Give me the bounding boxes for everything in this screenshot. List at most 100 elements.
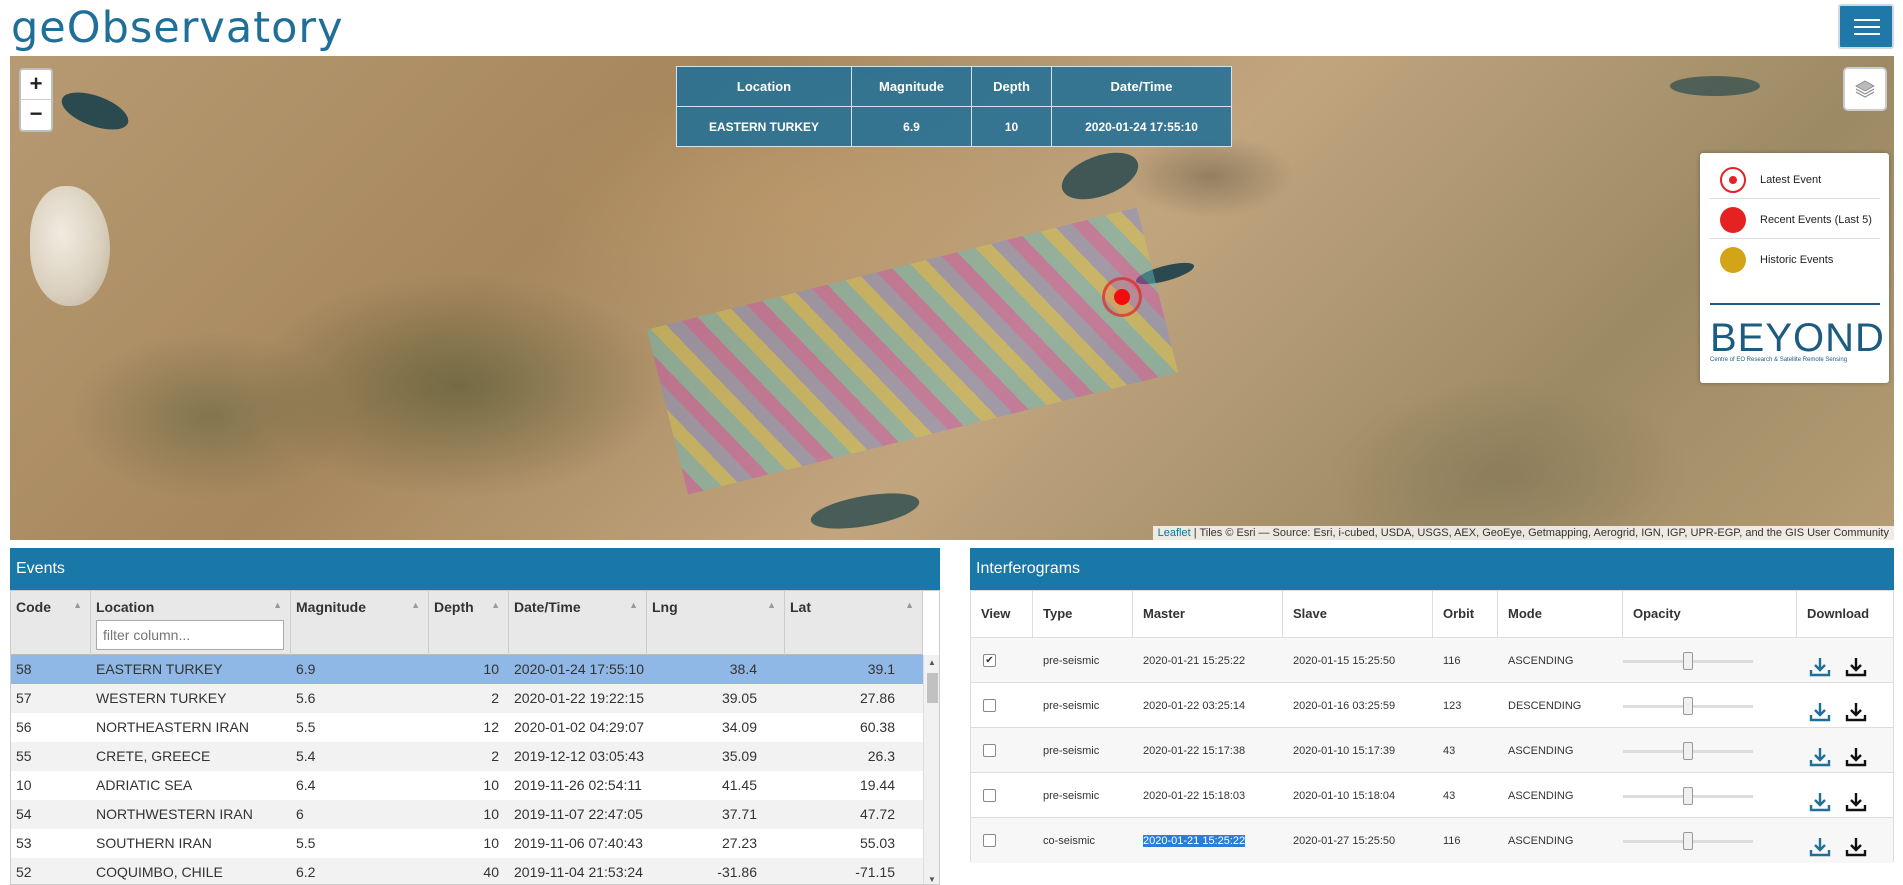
latest-event-marker[interactable]: [1102, 277, 1142, 317]
cell-master: 2020-01-22 15:17:38: [1143, 745, 1246, 757]
table-row[interactable]: 55 CRETE, GREECE 5.4 2 2019-12-12 03:05:43 35…: [11, 742, 923, 771]
cell-datetime: 2019-12-12 03:05:43: [514, 748, 644, 764]
legend-label: Recent Events (Last 5): [1760, 214, 1872, 226]
cell-depth: 2: [491, 690, 499, 706]
cell-master: 2020-01-21 15:25:22: [1143, 655, 1246, 667]
legend-item-historic: Historic Events: [1710, 241, 1880, 279]
col-lat[interactable]: Lat ▲: [785, 591, 923, 655]
events-scrollbar[interactable]: ▲ ▼: [923, 655, 939, 884]
scroll-thumb[interactable]: [927, 673, 938, 703]
cell-slave: 2020-01-16 03:25:59: [1293, 700, 1396, 712]
opacity-slider[interactable]: [1623, 697, 1753, 715]
col-datetime[interactable]: Date/Time ▲: [509, 591, 647, 655]
download-icon[interactable]: [1809, 741, 1831, 767]
view-checkbox[interactable]: [983, 789, 996, 802]
table-row[interactable]: 52 COQUIMBO, CHILE 6.2 40 2019-11-04 21:53:2…: [11, 858, 923, 884]
cell-depth: 10: [483, 806, 499, 822]
table-row[interactable]: 58 EASTERN TURKEY 6.9 10 2020-01-24 17:55:10…: [11, 655, 923, 684]
col-orbit: Orbit: [1433, 591, 1498, 637]
table-row: pre-seismic 2020-01-22 15:17:38 2020-01-10…: [971, 727, 1893, 773]
slider-knob[interactable]: [1683, 697, 1693, 715]
table-row[interactable]: 56 NORTHEASTERN IRAN 5.5 12 2020-01-02 04:29…: [11, 713, 923, 742]
cell-orbit: 123: [1443, 700, 1462, 712]
download-icon[interactable]: [1809, 696, 1831, 722]
slider-knob[interactable]: [1683, 832, 1693, 850]
table-row: co-seismic 2020-01-21 15:25:22 2020-01-27 …: [971, 817, 1893, 863]
table-row[interactable]: 54 NORTHWESTERN IRAN 6 10 2019-11-07 22:47:0…: [11, 800, 923, 829]
cell-location: CRETE, GREECE: [96, 748, 211, 764]
hamburger-icon: [1854, 19, 1880, 21]
download-icon[interactable]: [1845, 831, 1867, 857]
legend-item-recent: Recent Events (Last 5): [1710, 201, 1880, 239]
depth-header: Depth: [971, 66, 1052, 107]
slider-knob[interactable]: [1683, 742, 1693, 760]
location-header: Location: [676, 66, 852, 107]
cell-lat: 60.38: [859, 719, 895, 735]
cell-location: NORTHEASTERN IRAN: [96, 719, 249, 735]
download-icon[interactable]: [1809, 831, 1831, 857]
view-checkbox[interactable]: [983, 834, 996, 847]
sort-icon: ▲: [767, 600, 776, 610]
cell-master: 2020-01-22 15:18:03: [1143, 790, 1246, 802]
opacity-slider[interactable]: [1623, 652, 1753, 670]
cell-master: 2020-01-22 03:25:14: [1143, 700, 1246, 712]
leaflet-link[interactable]: Leaflet: [1157, 527, 1191, 539]
cell-lng: 41.45: [721, 777, 757, 793]
col-opacity: Opacity: [1623, 591, 1797, 637]
map-attribution: Leaflet | Tiles © Esri — Source: Esri, i…: [1152, 526, 1894, 540]
view-checkbox[interactable]: [983, 744, 996, 757]
sort-icon: ▲: [491, 600, 500, 610]
cell-slave: 2020-01-10 15:17:39: [1293, 745, 1396, 757]
menu-button[interactable]: [1838, 4, 1894, 49]
download-icon[interactable]: [1809, 651, 1831, 677]
cell-location: SOUTHERN IRAN: [96, 835, 212, 851]
cell-slave: 2020-01-27 15:25:50: [1293, 835, 1396, 847]
opacity-slider[interactable]: [1623, 832, 1753, 850]
download-icon[interactable]: [1845, 696, 1867, 722]
download-icon[interactable]: [1845, 741, 1867, 767]
col-lng[interactable]: Lng ▲: [647, 591, 785, 655]
cell-location: COQUIMBO, CHILE: [96, 864, 223, 880]
cell-depth: 10: [483, 777, 499, 793]
slider-knob[interactable]: [1683, 787, 1693, 805]
cell-lat: 19.44: [859, 777, 895, 793]
zoom-in-button[interactable]: +: [21, 70, 51, 100]
location-value: EASTERN TURKEY: [676, 106, 852, 147]
map-view[interactable]: + − Location Magnitude Depth Date/Time E…: [10, 56, 1894, 540]
cell-magnitude: 6.4: [296, 777, 316, 793]
table-row[interactable]: 57 WESTERN TURKEY 5.6 2 2020-01-22 19:22:15 3…: [11, 684, 923, 713]
water-body: [56, 84, 134, 138]
zoom-out-button[interactable]: −: [29, 101, 43, 126]
cell-lng: 38.4: [729, 661, 757, 677]
opacity-slider[interactable]: [1623, 742, 1753, 760]
view-checkbox[interactable]: [983, 699, 996, 712]
legend-label: Latest Event: [1760, 174, 1822, 186]
table-row[interactable]: 10 ADRIATIC SEA 6.4 10 2019-11-26 02:54:11 41…: [11, 771, 923, 800]
slider-knob[interactable]: [1683, 652, 1693, 670]
interferogram-overlay: [646, 207, 1179, 495]
cell-code: 52: [16, 864, 32, 880]
download-icon[interactable]: [1809, 786, 1831, 812]
cell-magnitude: 6: [296, 806, 304, 822]
filter-location-input[interactable]: [96, 620, 284, 650]
cell-type: pre-seismic: [1043, 655, 1100, 667]
col-code[interactable]: Code ▲: [11, 591, 91, 655]
col-depth[interactable]: Depth ▲: [429, 591, 509, 655]
col-location[interactable]: Location ▲: [91, 591, 291, 655]
legend-label: Historic Events: [1760, 254, 1834, 266]
cell-code: 55: [16, 748, 32, 764]
col-magnitude[interactable]: Magnitude ▲: [291, 591, 429, 655]
cell-datetime: 2019-11-07 22:47:05: [514, 806, 643, 822]
cell-code: 10: [16, 777, 32, 793]
cell-depth: 10: [483, 835, 499, 851]
cell-master: 2020-01-21 15:25:22: [1143, 835, 1246, 847]
download-icon[interactable]: [1845, 651, 1867, 677]
app-logo[interactable]: geObservatory: [11, 3, 344, 53]
layers-button[interactable]: [1843, 67, 1887, 111]
depth-value: 10: [971, 106, 1052, 147]
download-icon[interactable]: [1845, 786, 1867, 812]
opacity-slider[interactable]: [1623, 787, 1753, 805]
magnitude-header: Magnitude: [851, 66, 972, 107]
table-row[interactable]: 53 SOUTHERN IRAN 5.5 10 2019-11-06 07:40:43 2…: [11, 829, 923, 858]
view-checkbox[interactable]: ✔: [983, 654, 996, 667]
